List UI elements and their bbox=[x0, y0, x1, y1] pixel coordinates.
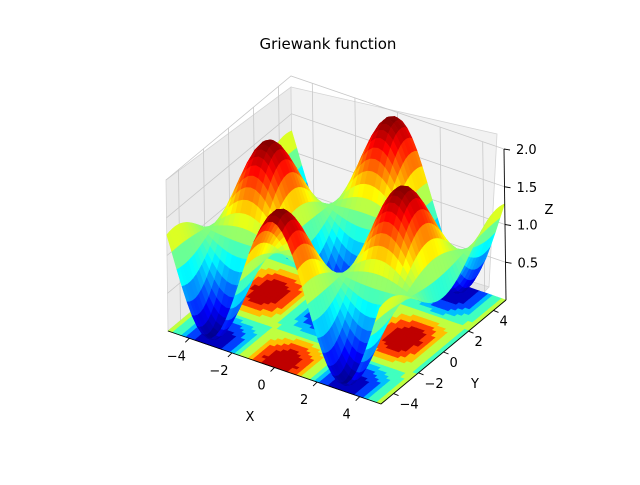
x-tick-label: −2 bbox=[209, 364, 228, 379]
x-tick-mark bbox=[355, 396, 361, 402]
x-tick-label: 0 bbox=[257, 379, 265, 394]
z-tick-mark bbox=[503, 148, 511, 151]
x-tick-mark bbox=[270, 367, 275, 372]
x-tick-label: 4 bbox=[343, 408, 351, 423]
z-gridline bbox=[166, 113, 505, 219]
x-tick-label: −4 bbox=[167, 349, 186, 364]
x-axis-label: X bbox=[246, 410, 255, 425]
y-tick-label: 4 bbox=[500, 314, 508, 329]
y-axis-ticks: −4 −2 0 2 4 bbox=[393, 309, 508, 413]
z-tick-label: 2.0 bbox=[516, 143, 537, 158]
x-tick-mark bbox=[184, 337, 190, 343]
y-tick-label: 2 bbox=[475, 335, 483, 350]
chart-title: Griewank function bbox=[260, 35, 397, 53]
z-gridline bbox=[165, 75, 505, 181]
x-tick-mark bbox=[227, 352, 233, 358]
z-axis-label: Z bbox=[545, 203, 554, 218]
y-tick-mark bbox=[468, 330, 474, 334]
z-tick-mark bbox=[504, 186, 511, 189]
y-axis-label: Y bbox=[470, 377, 479, 392]
z-tick-label: 0.5 bbox=[518, 256, 539, 271]
y-tick-mark bbox=[443, 351, 449, 355]
z-axis-ticks: 0.5 1.0 1.5 2.0 bbox=[503, 143, 539, 271]
x-tick-mark bbox=[312, 381, 318, 387]
y-tick-label: −2 bbox=[425, 377, 444, 392]
y-tick-mark bbox=[418, 372, 424, 376]
y-tick-label: 0 bbox=[450, 356, 458, 371]
y-tick-mark bbox=[493, 309, 499, 313]
surface-patch bbox=[374, 304, 383, 323]
z-tick-label: 1.0 bbox=[517, 219, 538, 234]
y-tick-label: −4 bbox=[400, 398, 419, 413]
x-axis-ticks: −4 −2 0 2 4 bbox=[167, 337, 361, 423]
z-tick-label: 1.5 bbox=[517, 181, 538, 196]
y-tick-mark bbox=[393, 393, 399, 397]
z-tick-mark bbox=[504, 224, 512, 226]
z-tick-mark bbox=[505, 261, 512, 264]
x-tick-label: 2 bbox=[300, 393, 308, 408]
surface bbox=[166, 116, 506, 386]
